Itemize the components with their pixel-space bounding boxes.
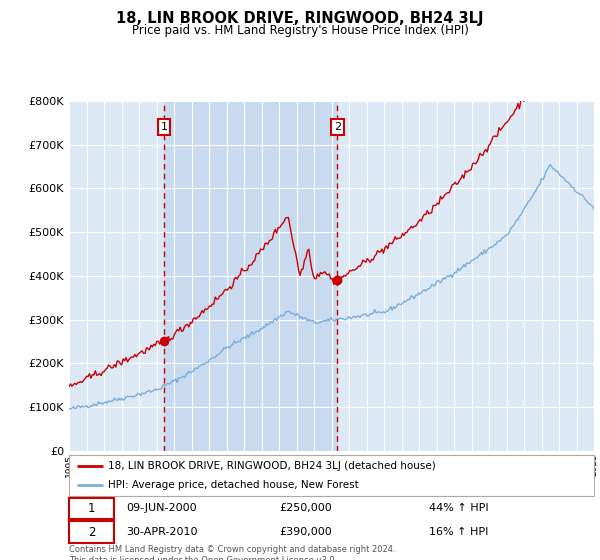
Text: Price paid vs. HM Land Registry's House Price Index (HPI): Price paid vs. HM Land Registry's House … <box>131 24 469 37</box>
Text: £390,000: £390,000 <box>279 527 332 537</box>
Text: 30-APR-2010: 30-APR-2010 <box>126 527 197 537</box>
Text: 2: 2 <box>334 122 341 132</box>
Text: £250,000: £250,000 <box>279 503 332 514</box>
Text: 16% ↑ HPI: 16% ↑ HPI <box>429 527 488 537</box>
Text: 18, LIN BROOK DRIVE, RINGWOOD, BH24 3LJ: 18, LIN BROOK DRIVE, RINGWOOD, BH24 3LJ <box>116 11 484 26</box>
Text: 1: 1 <box>88 502 95 515</box>
Text: 18, LIN BROOK DRIVE, RINGWOOD, BH24 3LJ (detached house): 18, LIN BROOK DRIVE, RINGWOOD, BH24 3LJ … <box>109 461 436 471</box>
Text: Contains HM Land Registry data © Crown copyright and database right 2024.
This d: Contains HM Land Registry data © Crown c… <box>69 545 395 560</box>
Bar <box>164 101 337 451</box>
Text: 1: 1 <box>161 122 168 132</box>
Text: 2: 2 <box>88 525 95 539</box>
Text: 09-JUN-2000: 09-JUN-2000 <box>126 503 197 514</box>
Text: 44% ↑ HPI: 44% ↑ HPI <box>429 503 488 514</box>
Text: HPI: Average price, detached house, New Forest: HPI: Average price, detached house, New … <box>109 480 359 489</box>
